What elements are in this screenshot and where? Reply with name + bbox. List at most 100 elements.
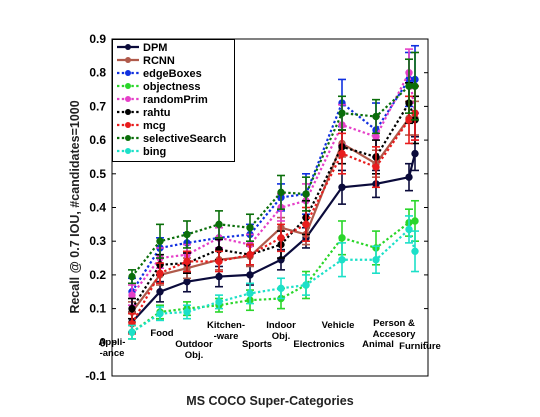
y-tick-label: 0.5 — [89, 167, 106, 181]
data-point — [372, 163, 380, 171]
legend-item: DPM — [117, 42, 167, 54]
series-line — [131, 227, 417, 334]
category-label: Animal — [362, 339, 394, 350]
y-axis: -0.1 0 0.1 0.2 0.3 0.4 0.5 0.6 0.7 0.8 0.9 — [85, 32, 428, 383]
legend-label: RCNN — [143, 55, 175, 67]
series-bing — [128, 215, 419, 340]
legend-item: selectiveSearch — [117, 133, 226, 145]
category-label: Furniture — [399, 341, 441, 352]
legend-item: rahtu — [117, 107, 171, 119]
y-tick-label: 0.9 — [89, 32, 106, 46]
y-tick-label: 0.6 — [89, 133, 106, 147]
category-label: Sports — [242, 339, 272, 350]
category-label: Indoor Obj. — [266, 320, 296, 342]
data-point — [338, 183, 346, 191]
legend: DPMRCNNedgeBoxesobjectnessrandomPrimraht… — [112, 39, 235, 162]
legend-marker — [125, 44, 131, 50]
data-point — [411, 149, 419, 158]
data-point — [246, 289, 254, 298]
series-selectiveSearch — [128, 51, 419, 285]
x-axis-label: MS COCO Super-Categories — [186, 394, 353, 408]
legend-marker — [125, 57, 131, 63]
data-point — [277, 188, 285, 197]
legend-label: randomPrim — [143, 94, 208, 106]
legend-marker — [125, 122, 131, 128]
data-point — [246, 224, 254, 232]
data-point — [338, 234, 346, 242]
y-tick-label: -0.1 — [85, 369, 106, 383]
series-layer — [128, 44, 419, 340]
data-point — [411, 247, 419, 256]
series-line — [131, 69, 417, 296]
category-label: Person & Accesory — [373, 318, 416, 340]
data-point — [302, 281, 310, 289]
legend-marker — [125, 135, 131, 141]
data-point — [372, 133, 380, 141]
data-point — [215, 298, 223, 306]
data-point — [156, 237, 164, 245]
data-point — [277, 234, 285, 242]
data-point — [156, 269, 164, 277]
category-label: Appli--ance — [99, 337, 126, 359]
y-tick-label: 0.2 — [89, 268, 106, 282]
y-tick-label: 0 — [99, 335, 106, 349]
data-point — [411, 217, 419, 225]
y-tick-label: 0.3 — [89, 234, 106, 248]
y-axis-label: Recall @ 0.7 IOU, #candidates=1000 — [68, 100, 82, 313]
legend-label: mcg — [143, 120, 166, 132]
data-point — [128, 291, 136, 299]
data-point — [183, 257, 191, 266]
legend-item: objectness — [117, 81, 200, 93]
data-point — [405, 225, 413, 234]
data-point — [372, 256, 380, 264]
legend-item: randomPrim — [117, 94, 208, 106]
data-point — [128, 304, 136, 313]
legend-label: rahtu — [143, 107, 171, 119]
series-line — [131, 219, 416, 334]
data-point — [405, 82, 413, 90]
data-point — [215, 257, 223, 266]
legend-label: objectness — [143, 81, 200, 93]
data-point — [128, 272, 136, 281]
data-point — [215, 272, 223, 281]
data-point — [246, 271, 254, 279]
series-line — [131, 112, 416, 325]
category-label: Electronics — [293, 339, 344, 350]
data-point — [156, 288, 164, 296]
legend-marker — [125, 70, 131, 76]
data-point — [372, 112, 380, 121]
y-tick-label: 0.1 — [89, 302, 106, 316]
data-point — [338, 109, 346, 117]
legend-item: RCNN — [117, 55, 175, 67]
category-label: Outdoor Obj. — [175, 339, 213, 361]
data-point — [338, 149, 346, 158]
data-point — [302, 220, 310, 229]
series-mcg — [128, 85, 419, 335]
legend-label: DPM — [143, 42, 167, 54]
y-tick-label: 0.7 — [89, 99, 106, 113]
legend-marker — [125, 148, 131, 154]
category-label: Kitchen--ware — [207, 320, 245, 342]
data-point — [183, 277, 191, 286]
data-point — [405, 173, 413, 181]
legend-item: mcg — [117, 120, 166, 132]
data-point — [302, 190, 310, 198]
legend-item: edgeBoxes — [117, 68, 202, 80]
data-point — [215, 220, 223, 229]
data-point — [277, 284, 285, 293]
data-point — [156, 309, 164, 318]
legend-label: bing — [143, 146, 166, 158]
legend-item: bing — [117, 146, 166, 158]
data-point — [338, 256, 346, 264]
category-label: Vehicle — [322, 320, 355, 331]
data-point — [183, 230, 191, 239]
category-label: Food — [150, 328, 173, 339]
y-tick-label: 0.8 — [89, 66, 106, 80]
legend-marker — [125, 109, 131, 115]
data-point — [246, 250, 254, 259]
legend-label: selectiveSearch — [143, 133, 226, 145]
y-tick-label: 0.4 — [89, 201, 106, 215]
data-point — [411, 82, 419, 90]
